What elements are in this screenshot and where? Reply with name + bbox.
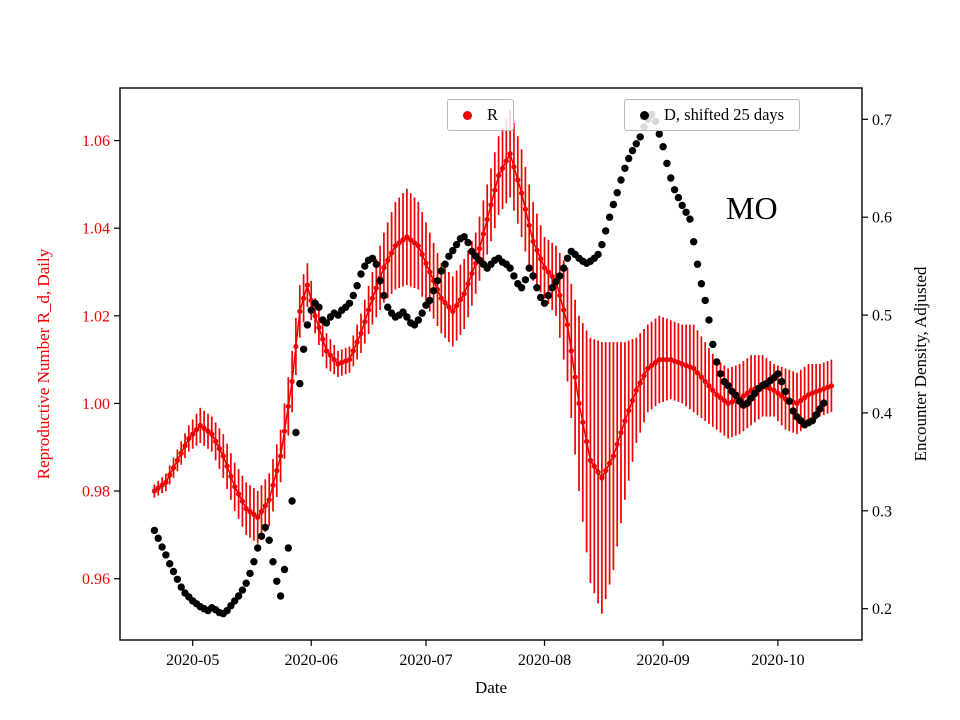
svg-text:0.3: 0.3 — [872, 503, 892, 520]
r-marker-icon — [463, 110, 472, 120]
r-markers — [151, 151, 835, 520]
legend-r-label: R — [487, 105, 499, 124]
legend-r: R — [447, 99, 515, 131]
right-axis-title: Encounter Density, Adjusted — [911, 266, 930, 462]
tick-labels: 2020-05 2020-06 2020-07 2020-08 2020-09 2020-… — [82, 112, 892, 669]
svg-text:1.04: 1.04 — [82, 221, 110, 238]
left-axis-title: Reproductive Number R_d, Daily — [34, 248, 53, 480]
d-marker-icon — [640, 110, 649, 120]
svg-text:2020-10: 2020-10 — [751, 652, 804, 669]
svg-text:0.6: 0.6 — [872, 210, 892, 227]
svg-text:1.06: 1.06 — [82, 133, 110, 150]
svg-text:2020-08: 2020-08 — [518, 652, 571, 669]
legend-d: D, shifted 25 days — [624, 99, 801, 131]
svg-text:0.2: 0.2 — [872, 601, 892, 618]
axis-ticks — [114, 118, 868, 646]
svg-text:0.7: 0.7 — [872, 112, 892, 129]
svg-text:0.5: 0.5 — [872, 308, 892, 325]
svg-text:2020-07: 2020-07 — [399, 652, 452, 669]
svg-text:0.98: 0.98 — [82, 484, 110, 501]
svg-text:2020-05: 2020-05 — [166, 652, 219, 669]
d-scatter — [150, 110, 828, 618]
plot-frame — [119, 87, 863, 641]
svg-text:2020-06: 2020-06 — [285, 652, 338, 669]
x-axis-title: Date — [474, 678, 508, 697]
legend-d-label: D, shifted 25 days — [664, 105, 785, 124]
r-errorbars — [153, 109, 833, 614]
svg-text:0.96: 0.96 — [82, 571, 110, 588]
svg-text:0.4: 0.4 — [872, 405, 892, 422]
svg-text:2020-09: 2020-09 — [636, 652, 689, 669]
state-annotation: MO — [726, 190, 778, 226]
svg-text:1.02: 1.02 — [82, 308, 110, 325]
svg-text:1.00: 1.00 — [82, 396, 110, 413]
